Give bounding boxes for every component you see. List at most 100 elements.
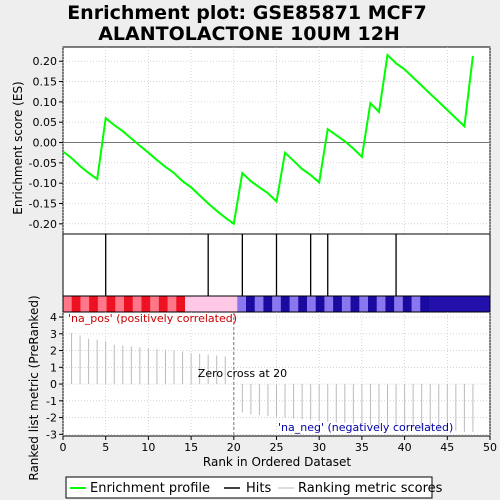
enrichment-profile-line (62, 53, 474, 226)
es-y-tick-label: -0.15 (29, 198, 57, 211)
metric-y-axis: 4 3 2 1 0 -1 -2 -3 (46, 311, 63, 441)
gradient-cell (472, 296, 482, 312)
zero-cross-label: Zero cross at 20 (198, 367, 287, 380)
gradient-cell (115, 296, 125, 312)
gradient-cell (97, 296, 107, 312)
gradient-cell (202, 296, 212, 312)
x-tick-label: 5 (102, 441, 109, 454)
hits-panel (62, 233, 491, 297)
es-y-tick-label: 0.10 (33, 96, 58, 109)
x-tick-label: 25 (270, 441, 284, 454)
gradient-cell (158, 296, 168, 312)
es-y-axis-label: Enrichment score (ES) (11, 81, 25, 214)
gradient-cell (376, 296, 386, 312)
es-y-tick-label: 0.05 (33, 116, 58, 129)
gradient-cell (254, 296, 264, 312)
x-tick-label: 10 (141, 441, 155, 454)
gradient-cell (106, 296, 116, 312)
gradient-cell (411, 296, 421, 312)
gradient-cell (359, 296, 369, 312)
x-tick-label: 45 (440, 441, 454, 454)
gradient-cells (63, 296, 491, 312)
gradient-cell (132, 296, 142, 312)
gradient-bar (62, 295, 491, 313)
es-y-tick-label: -0.05 (29, 157, 57, 170)
gradient-cell (455, 296, 465, 312)
gradient-cell (307, 296, 317, 312)
gradient-cell (150, 296, 160, 312)
gradient-cell (446, 296, 456, 312)
gradient-cell (298, 296, 308, 312)
metric-y-tick-label: 2 (50, 345, 57, 358)
gradient-cell (463, 296, 473, 312)
es-y-axis: 0.20 0.15 0.10 0.05 0.00 -0.05 -0.10 -0.15 -0.20 (29, 55, 63, 231)
metric-y-tick-label: -3 (46, 428, 57, 441)
gradient-cell (350, 296, 360, 312)
gradient-cell (394, 296, 404, 312)
gradient-cell (420, 296, 430, 312)
metric-y-tick-label: -2 (46, 412, 57, 425)
x-tick-label: 40 (398, 441, 412, 454)
metric-y-axis-label: Ranked list metric (PreRanked) (27, 295, 41, 480)
title-line-2: ALANTOLACTONE 10UM 12H (98, 23, 400, 45)
gradient-cell (280, 296, 290, 312)
pos-correlated-label: 'na_pos' (positively correlated) (68, 312, 237, 325)
gradient-cell (141, 296, 151, 312)
gradient-cell (185, 296, 195, 312)
gradient-cell (176, 296, 186, 312)
es-y-tick-label: 0.20 (33, 55, 58, 68)
gradient-cell (368, 296, 378, 312)
x-tick-label: 50 (483, 441, 497, 454)
neg-correlated-label: 'na_neg' (negatively correlated) (278, 421, 453, 434)
legend-label-enrichment: Enrichment profile (90, 481, 210, 496)
gradient-cell (263, 296, 273, 312)
chart-title: Enrichment plot: GSE85871 MCF7 ALANTOLAC… (67, 2, 427, 45)
x-tick-label: 0 (60, 441, 67, 454)
title-line-1: Enrichment plot: GSE85871 MCF7 (67, 2, 427, 24)
ranking-metric-bars (71, 332, 474, 432)
legend-label-ranking: Ranking metric scores (298, 481, 443, 496)
gradient-cell (333, 296, 343, 312)
gradient-cell (289, 296, 299, 312)
x-tick-label: 35 (355, 441, 369, 454)
es-panel: 0.20 0.15 0.10 0.05 0.00 -0.05 -0.10 -0.15 -0.20… (11, 46, 491, 235)
gradient-cell (437, 296, 447, 312)
legend-label-hits: Hits (246, 481, 271, 496)
gradient-cell (219, 296, 229, 312)
gradient-cell (228, 296, 238, 312)
gradient-cell (193, 296, 203, 312)
gradient-cell (315, 296, 325, 312)
x-tick-label: 15 (184, 441, 198, 454)
gradient-cell (385, 296, 395, 312)
es-grid (62, 47, 491, 234)
x-tick-label: 20 (227, 441, 241, 454)
es-y-tick-label: -0.10 (29, 177, 57, 190)
es-y-tick-label: -0.20 (29, 218, 57, 231)
gradient-cell (341, 296, 351, 312)
x-axis-label: Rank in Ordered Dataset (203, 455, 351, 469)
metric-y-tick-label: -1 (46, 395, 57, 408)
gradient-cell (71, 296, 81, 312)
gradient-cell (211, 296, 221, 312)
legend: Enrichment profile Hits Ranking metric s… (65, 476, 443, 499)
es-y-tick-label: 0.15 (33, 76, 58, 89)
x-tick-label: 30 (312, 441, 326, 454)
es-y-tick-label: 0.00 (33, 137, 58, 150)
x-axis: 0 5 10 15 20 25 30 35 40 45 50 (60, 436, 497, 454)
gradient-cell (124, 296, 134, 312)
gradient-cell (246, 296, 256, 312)
gradient-cell (481, 296, 491, 312)
gradient-cell (402, 296, 412, 312)
gradient-cell (272, 296, 282, 312)
gradient-cell (237, 296, 247, 312)
gradient-cell (63, 296, 73, 312)
metric-y-tick-label: 4 (50, 311, 57, 324)
gradient-cell (167, 296, 177, 312)
metric-y-tick-label: 0 (50, 378, 57, 391)
gradient-cell (324, 296, 334, 312)
metric-y-tick-label: 1 (50, 361, 57, 374)
gradient-cell (89, 296, 99, 312)
gradient-cell (429, 296, 439, 312)
